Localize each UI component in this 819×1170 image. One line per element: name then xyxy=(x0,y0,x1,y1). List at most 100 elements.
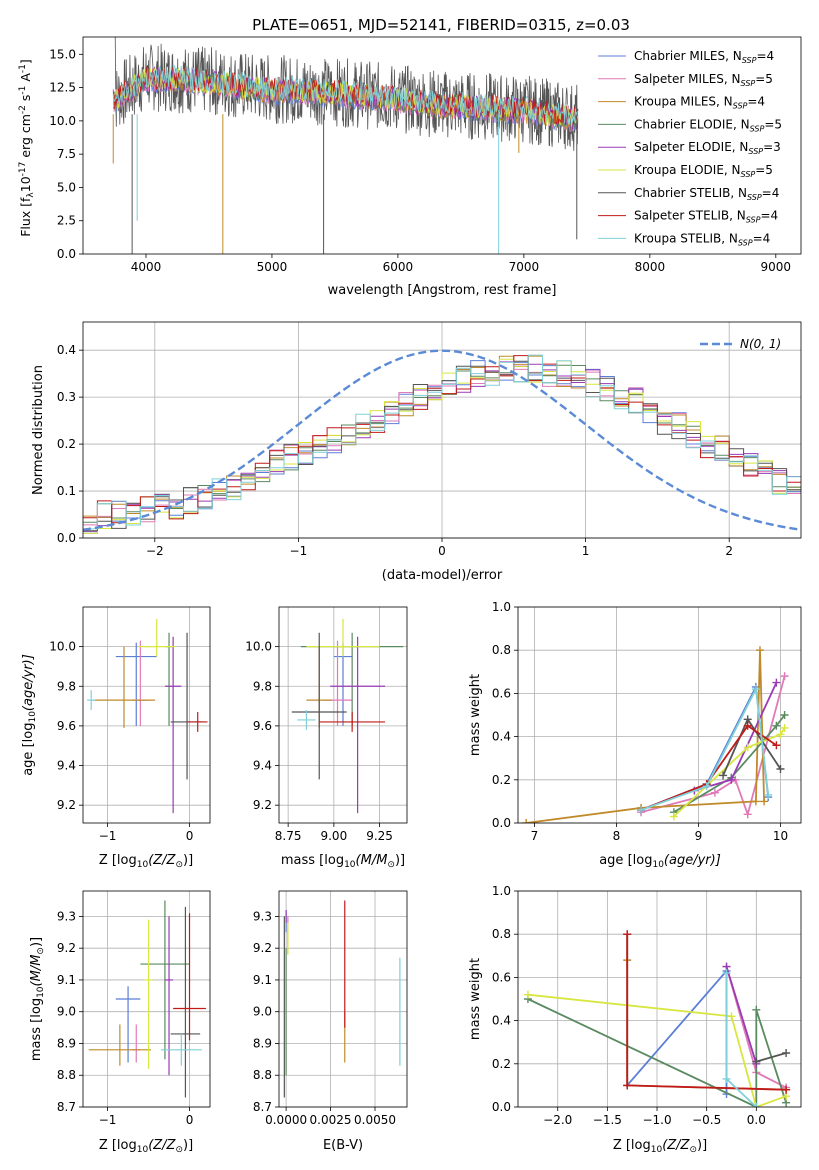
axes-frame xyxy=(278,606,408,824)
x-tick-label: 9.00 xyxy=(320,829,347,843)
mw-z-panel: −2.0 −1.5 −1.0 −0.5 0.0 0.0 0.2 0.4 0.6 0.8 1.0 Z [… xyxy=(468,884,802,1155)
series-marker xyxy=(755,646,764,655)
y-tick-label: 9.4 xyxy=(253,759,272,773)
legend-entry: Salpeter STELIB, NSSP=4 xyxy=(634,209,778,225)
series-marker xyxy=(772,741,781,750)
x-tick-label: −0.5 xyxy=(692,1113,721,1127)
plot-area xyxy=(283,900,401,1098)
legend-entry: Chabrier MILES, NSSP=4 xyxy=(634,49,774,65)
series-marker xyxy=(776,730,785,739)
spectrum-panel: 4000 5000 6000 7000 8000 9000 0.0 2.5 5.0 7.5 10.0… xyxy=(18,36,802,298)
legend-entry: Kroupa MILES, NSSP=4 xyxy=(634,95,765,111)
y-tick-label: 9.8 xyxy=(253,679,272,693)
y-tick-label: 0.2 xyxy=(57,437,76,451)
series-line xyxy=(640,686,770,811)
spectrum-line xyxy=(112,64,579,125)
series-line xyxy=(673,714,786,813)
age-mass-panel: 8.75 9.00 9.25 9.2 9.4 9.6 9.8 10.0 mass [log10(… xyxy=(245,606,408,870)
x-axis-label: (data-model)/error xyxy=(382,568,503,583)
x-tick-label: −2 xyxy=(146,544,164,558)
series-marker xyxy=(751,797,760,806)
legend-entry: Chabrier ELODIE, NSSP=5 xyxy=(634,117,782,133)
x-tick-label: 7 xyxy=(531,829,539,843)
y-tick-label: 0.6 xyxy=(492,686,511,700)
y-tick-label: 1.0 xyxy=(492,884,511,898)
series-marker xyxy=(623,930,632,939)
y-tick-label: 0.2 xyxy=(492,1057,511,1071)
series-marker xyxy=(772,678,781,687)
y-tick-label: 9.1 xyxy=(253,973,272,987)
legend-entry: Chabrier STELIB, NSSP=4 xyxy=(634,186,779,202)
plot-area xyxy=(523,930,791,1107)
axes-frame xyxy=(278,890,408,1108)
x-tick-label: 0.0000 xyxy=(265,1113,307,1127)
series-marker xyxy=(522,819,531,823)
x-tick-label: 4000 xyxy=(131,260,162,274)
y-tick-label: 0.0 xyxy=(57,531,76,545)
y-axis-label: mass weight xyxy=(468,958,483,1040)
plot-area xyxy=(87,618,208,814)
series-marker xyxy=(743,721,752,730)
x-tick-label: 0.0050 xyxy=(354,1113,396,1127)
x-axis-label: E(B-V) xyxy=(323,1138,363,1153)
series-marker xyxy=(780,723,789,732)
y-axis-label: Flux [fλ10-17 erg cm-2 s-1 A-1] xyxy=(18,59,36,237)
legend-entry: N(0, 1) xyxy=(740,337,781,351)
plot-area xyxy=(112,37,579,254)
y-tick-label: 0.3 xyxy=(57,390,76,404)
axes-frame xyxy=(82,36,802,255)
x-tick-label: 9.25 xyxy=(366,829,393,843)
series-line xyxy=(673,727,786,818)
legend-entry: Kroupa ELODIE, NSSP=5 xyxy=(634,163,773,179)
x-tick-label: 0.0 xyxy=(747,1113,766,1127)
series-marker xyxy=(752,1057,761,1066)
x-tick-label: 9 xyxy=(695,829,703,843)
y-tick-label: 0.6 xyxy=(492,970,511,984)
x-tick-label: −2.0 xyxy=(543,1113,572,1127)
series-line xyxy=(756,1052,787,1063)
mw-age-panel: 7 8 9 10 0.0 0.2 0.4 0.6 0.8 1.0 age [log10(age/yr… xyxy=(468,600,802,870)
series-marker xyxy=(702,782,711,791)
x-tick-label: 6000 xyxy=(383,260,414,274)
y-tick-label: 9.3 xyxy=(253,909,272,923)
series-line xyxy=(725,966,758,1065)
figure-title: PLATE=0651, MJD=52141, FIBERID=0315, z=0… xyxy=(252,16,630,34)
y-tick-label: 0.0 xyxy=(57,247,76,261)
series-marker xyxy=(752,1005,761,1014)
y-tick-label: 1.0 xyxy=(492,600,511,614)
axes-frame xyxy=(82,606,211,824)
y-tick-label: 9.2 xyxy=(57,798,76,812)
x-tick-label: 0 xyxy=(438,544,446,558)
x-tick-label: 10 xyxy=(773,829,788,843)
y-tick-label: 9.2 xyxy=(253,798,272,812)
x-tick-label: −1.0 xyxy=(642,1113,671,1127)
axes-frame xyxy=(82,890,211,1108)
y-tick-label: 9.8 xyxy=(57,679,76,693)
x-tick-label: 1 xyxy=(582,544,590,558)
y-tick-label: 9.0 xyxy=(253,1005,272,1019)
series-line xyxy=(527,993,787,1107)
x-tick-label: −1.5 xyxy=(593,1113,622,1127)
series-marker xyxy=(743,810,752,819)
y-tick-label: 9.2 xyxy=(57,941,76,955)
legend-entry: Salpeter MILES, NSSP=5 xyxy=(634,72,773,88)
series-marker xyxy=(764,790,773,799)
axes-frame xyxy=(517,890,802,1108)
y-tick-label: 10.0 xyxy=(49,114,76,128)
y-tick-label: 2.5 xyxy=(57,214,76,228)
y-tick-label: 9.4 xyxy=(57,759,76,773)
x-axis-label: mass [log10(M/M⊙)] xyxy=(281,853,405,870)
y-tick-label: 9.0 xyxy=(57,1005,76,1019)
y-tick-label: 8.8 xyxy=(253,1068,272,1082)
x-tick-label: −1 xyxy=(290,544,308,558)
series-marker xyxy=(637,806,646,815)
x-axis-label: age [log10(age/yr)] xyxy=(599,853,721,870)
y-tick-label: 10.0 xyxy=(245,640,272,654)
axes-frame xyxy=(82,321,802,539)
series-marker xyxy=(743,743,752,752)
x-tick-label: 8 xyxy=(613,829,621,843)
x-tick-label: 0 xyxy=(186,829,194,843)
series-marker xyxy=(722,969,731,978)
x-tick-label: 0 xyxy=(186,1113,194,1127)
